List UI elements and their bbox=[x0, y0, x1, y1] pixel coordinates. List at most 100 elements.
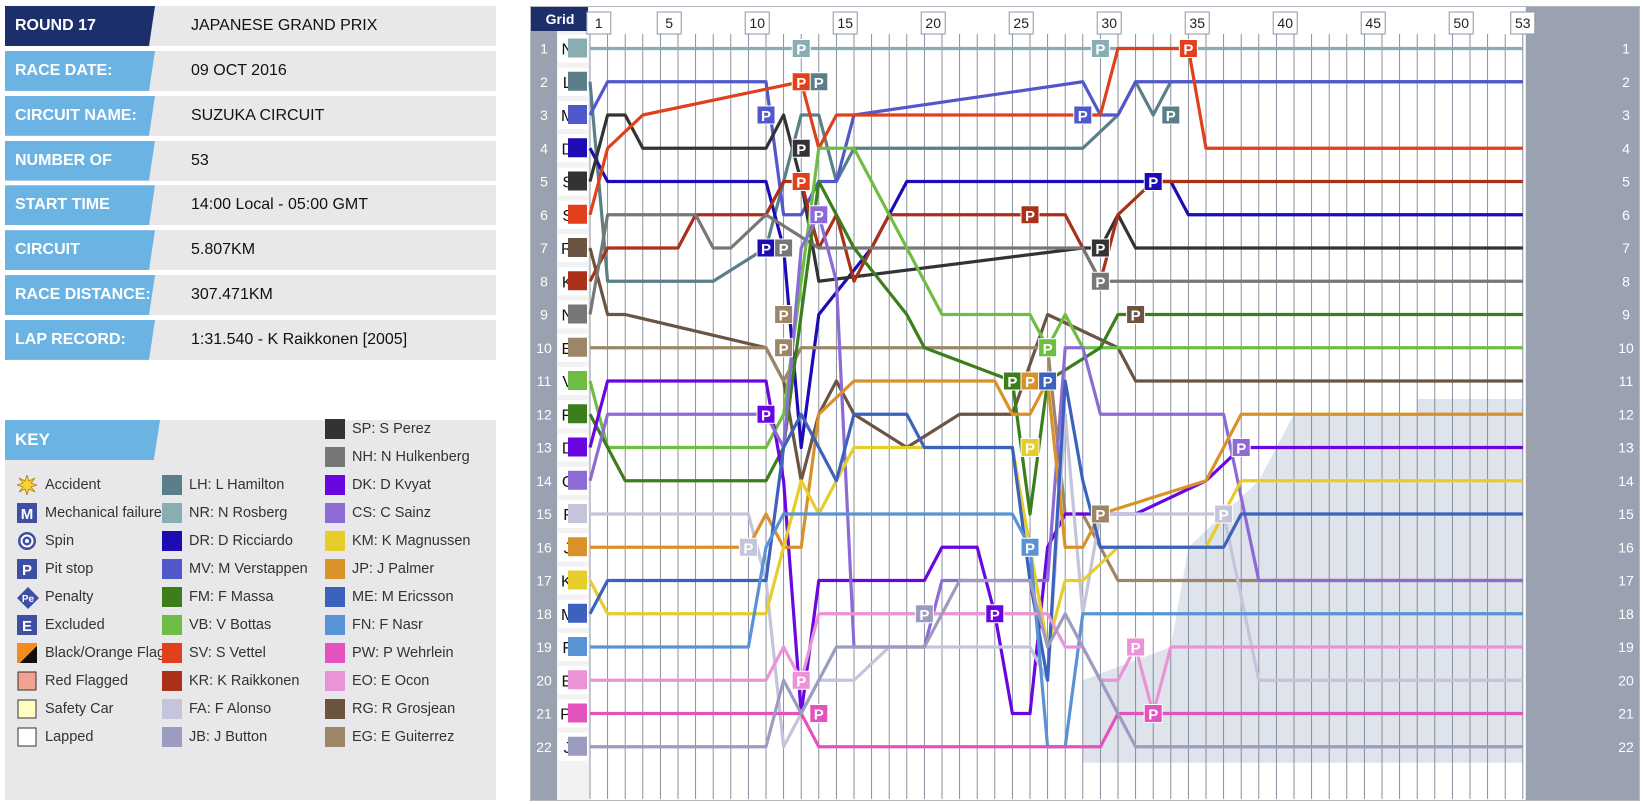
pit-marker-label: P bbox=[1095, 507, 1105, 524]
driver-key-label: FN: F Nasr bbox=[352, 617, 423, 633]
driver-color-swatch bbox=[162, 671, 182, 691]
grid-position-number: 16 bbox=[536, 539, 552, 555]
pit-marker-label: P bbox=[761, 241, 771, 258]
lap-tick-label: 30 bbox=[1101, 15, 1117, 31]
pit-marker-label: P bbox=[1025, 540, 1035, 557]
race-info-panel: ROUND 17 JAPANESE GRAND PRIX RACE DATE: 09 … bbox=[5, 6, 496, 365]
driver-swatch bbox=[568, 105, 587, 124]
finish-position-number: 19 bbox=[1618, 639, 1634, 655]
driver-key-label: MV: M Verstappen bbox=[189, 561, 308, 577]
lap-tick-label: 50 bbox=[1453, 15, 1469, 31]
driver-key-label: FA: F Alonso bbox=[189, 701, 272, 717]
pit-marker bbox=[1090, 271, 1110, 291]
grid-position-number: 19 bbox=[536, 639, 552, 655]
driver-key-label: SP: S Perez bbox=[352, 421, 431, 437]
info-row: ROUND 17 JAPANESE GRAND PRIX bbox=[5, 6, 496, 46]
lap-tick-box bbox=[656, 11, 682, 35]
red-flagged-icon bbox=[17, 671, 37, 691]
driver-key-label: DR: D Ricciardo bbox=[189, 533, 293, 549]
driver-color-swatch bbox=[162, 727, 182, 747]
accident-icon bbox=[15, 473, 39, 497]
pit-marker bbox=[738, 537, 758, 557]
driver-line-jp bbox=[590, 379, 1523, 549]
driver-key-label: RG: R Grosjean bbox=[352, 701, 456, 717]
driver-key-label: ME: M Ericsson bbox=[352, 589, 454, 605]
driver-swatch bbox=[568, 38, 587, 58]
pit-marker bbox=[1214, 504, 1234, 524]
svg-text:Pe: Pe bbox=[22, 594, 35, 605]
pit-marker-label: P bbox=[796, 75, 806, 92]
driver-color-swatch bbox=[325, 671, 345, 691]
pit-marker bbox=[914, 604, 934, 624]
finish-position-number: 12 bbox=[1618, 406, 1634, 422]
grid-header: Grid bbox=[546, 11, 575, 27]
key-event-label: Red Flagged bbox=[45, 673, 129, 689]
pit-marker bbox=[791, 138, 811, 158]
pit-marker-label: P bbox=[1025, 208, 1035, 225]
driver-line-fn bbox=[590, 512, 1523, 749]
pit-marker bbox=[1073, 105, 1093, 125]
driver-key-label: NH: N Hulkenberg bbox=[352, 449, 470, 465]
lap-chart-svg: Grid15101520253035404550531NR12LH23MV34D… bbox=[530, 6, 1640, 801]
pit-marker-label: P bbox=[1219, 507, 1229, 524]
pit-markers: PPPPPPPPPPPPPPPPPPPPPPPPPPPPPPPPPPPPPP bbox=[738, 39, 1251, 724]
grid-position-number: 8 bbox=[540, 273, 548, 289]
pit-marker-label: P bbox=[1183, 42, 1193, 59]
driver-key-label: SV: S Vettel bbox=[189, 645, 266, 661]
lap-tick-box bbox=[1008, 11, 1034, 35]
safety-car-icon bbox=[17, 699, 37, 719]
driver-line-rg bbox=[588, 247, 1523, 483]
info-label: ROUND 17 bbox=[5, 6, 155, 46]
pit-marker bbox=[756, 105, 776, 125]
pit-marker bbox=[791, 670, 811, 690]
driver-swatch bbox=[568, 404, 587, 424]
lap-tick-box bbox=[1360, 11, 1386, 35]
lap-tick-box bbox=[1448, 11, 1474, 35]
pit-marker-label: P bbox=[1236, 441, 1246, 458]
grid-position-number: 17 bbox=[536, 573, 552, 589]
grid-position-number: 10 bbox=[536, 340, 552, 356]
driver-color-swatch bbox=[325, 503, 345, 523]
pit-marker-label: P bbox=[779, 341, 789, 358]
finish-position-number: 21 bbox=[1618, 706, 1634, 722]
driver-color-swatch bbox=[162, 615, 182, 635]
finish-position-number: 11 bbox=[1619, 373, 1634, 389]
grid-position-number: 12 bbox=[536, 406, 552, 422]
info-label: RACE DISTANCE: bbox=[5, 275, 155, 316]
finish-position-number: 10 bbox=[1618, 340, 1634, 356]
lap-tick-label: 15 bbox=[837, 15, 853, 31]
pit-marker bbox=[774, 238, 794, 258]
pit-marker-label: P bbox=[1078, 108, 1088, 125]
driver-key-label: EO: E Ocon bbox=[352, 673, 430, 689]
pit-marker bbox=[1178, 39, 1198, 58]
lap-tick-box bbox=[1184, 11, 1210, 35]
info-value: 307.471KM bbox=[191, 286, 273, 304]
grid-position-number: 20 bbox=[536, 672, 552, 688]
driver-key-label: JB: J Button bbox=[189, 729, 268, 745]
driver-color-swatch bbox=[325, 419, 345, 439]
pit-marker-label: P bbox=[990, 607, 1000, 624]
pit-marker-label: P bbox=[1043, 341, 1053, 358]
info-value: 1:31.540 - K Raikkonen [2005] bbox=[191, 330, 408, 348]
grid-pos-column bbox=[531, 7, 557, 800]
lap-tick-box bbox=[920, 11, 946, 35]
driver-key-label: KM: K Magnussen bbox=[352, 533, 471, 549]
grid-position-number: 21 bbox=[536, 706, 552, 722]
driver-color-swatch bbox=[162, 699, 182, 719]
driver-swatch bbox=[568, 470, 587, 490]
grid-header-box bbox=[531, 7, 588, 31]
grid-position-number: 2 bbox=[540, 74, 548, 90]
lap-tick-label: 40 bbox=[1277, 15, 1293, 31]
lap-tick-box bbox=[832, 11, 858, 35]
pit-marker bbox=[791, 72, 811, 92]
driver-swatch bbox=[568, 703, 587, 723]
driver-line-jb bbox=[590, 578, 1523, 749]
key-event-label: Black/Orange Flag bbox=[45, 645, 166, 661]
driver-line-dr bbox=[588, 147, 1523, 450]
pit-marker-label: P bbox=[814, 707, 824, 724]
pit-marker-label: P bbox=[1148, 175, 1158, 192]
grid-position-number: 14 bbox=[536, 473, 552, 489]
driver-swatch bbox=[568, 603, 587, 623]
lap-tick-box bbox=[586, 11, 612, 35]
grid-position-number: 6 bbox=[540, 207, 548, 223]
